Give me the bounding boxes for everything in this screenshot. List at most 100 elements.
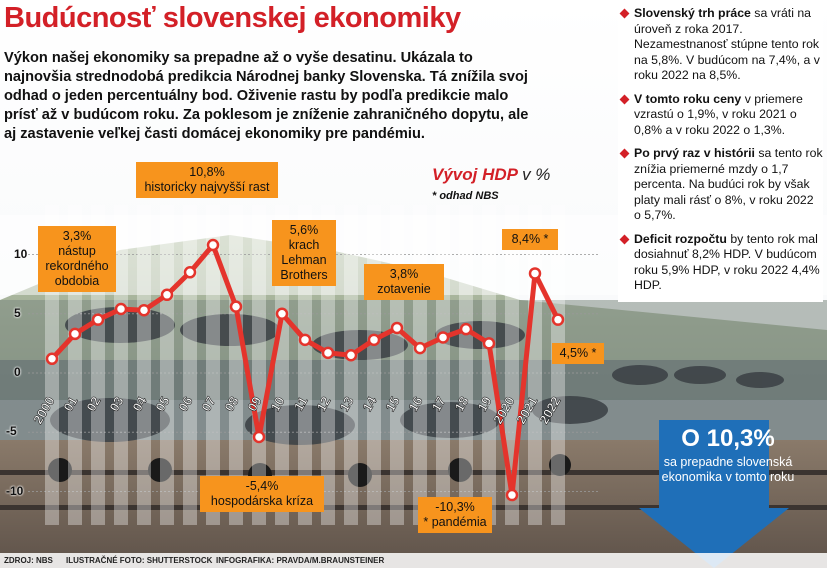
x-tick-label: 02	[83, 394, 103, 414]
data-point	[528, 267, 542, 280]
x-tick-label: 10	[267, 394, 287, 414]
callout-pct: 8,4%	[511, 232, 541, 246]
callout-text: historicky najvyšší rast	[144, 180, 270, 194]
data-point	[298, 333, 312, 347]
y-tick-label: 5	[14, 305, 21, 320]
data-point	[390, 321, 404, 335]
callout-pct: 3,3%	[62, 229, 92, 243]
callout-pct: 5,6%	[289, 223, 319, 237]
fact-prices: V tomto roku ceny v priemere vzrastú o 1…	[618, 92, 823, 139]
fact-heading: V tomto roku ceny	[634, 91, 742, 106]
callout-text: hospodárska kríza	[210, 494, 314, 508]
x-tick-label: 15	[382, 394, 402, 414]
data-point	[367, 333, 381, 347]
column-band	[482, 205, 496, 525]
callout-2007: 10,8% historicky najvyšší rast	[136, 162, 278, 198]
data-point	[321, 346, 335, 360]
fact-heading: Slovenský trh práce	[634, 6, 751, 20]
column-band	[367, 205, 381, 525]
column-band	[114, 205, 128, 525]
callout-text: *	[543, 232, 549, 246]
data-point	[344, 348, 358, 362]
diamond-bullet-icon	[619, 94, 630, 104]
data-point	[229, 300, 243, 313]
arrow-value: O 10,3%	[681, 425, 775, 452]
sidebar-facts: Slovenský trh práce sa vráti na úroveň z…	[618, 6, 823, 302]
x-tick-label: 19	[474, 394, 494, 414]
data-point	[91, 313, 105, 326]
x-tick-label: 05	[152, 394, 172, 414]
chart-title: Vývoj HDP v %	[432, 165, 550, 185]
y-tick-label: 0	[14, 365, 21, 379]
x-tick-label: 16	[405, 394, 425, 414]
data-point	[183, 266, 197, 279]
column-band	[344, 205, 358, 525]
column-band	[551, 205, 565, 525]
x-tick-label: 07	[198, 394, 218, 414]
data-point	[45, 352, 59, 366]
data-point	[68, 327, 82, 341]
column-band	[229, 205, 243, 525]
x-tick-label: 18	[451, 394, 471, 414]
column-band	[390, 205, 404, 525]
footer-credits: ZDROJ: NBS ILUSTRAČNÉ FOTO: SHUTTERSTOCK…	[0, 553, 827, 568]
intro-text: Výkon našej ekonomiky sa prepadne až o v…	[4, 50, 529, 142]
down-arrow-icon	[639, 420, 789, 568]
callout-pct: 10,8%	[189, 165, 225, 179]
footer-photo: ILUSTRAČNÉ FOTO: SHUTTERSTOCK	[66, 556, 213, 565]
column-band	[436, 205, 450, 525]
column-band	[206, 205, 220, 525]
x-tick-label: 01	[60, 394, 80, 414]
x-tick-label: 12	[313, 394, 333, 414]
y-tick-label: -5	[6, 424, 17, 439]
callout-pct: -5,4%	[245, 479, 279, 493]
y-tick-label: 10	[14, 246, 28, 261]
callout-2021: 8,4% *	[502, 229, 558, 250]
callout-text: * pandémia	[423, 515, 487, 529]
fact-heading: Po prvý raz v histórii	[634, 146, 755, 160]
fact-wages: Po prvý raz v histórii sa tento rok zníž…	[618, 146, 823, 224]
diamond-bullet-icon	[619, 234, 630, 244]
x-tick-label: 08	[221, 394, 241, 414]
fact-heading: Deficit rozpočtu	[634, 231, 727, 246]
fact-deficit: Deficit rozpočtu by tento rok mal dosiah…	[618, 232, 823, 294]
data-point	[137, 303, 151, 317]
data-point	[551, 313, 565, 326]
column-band	[413, 205, 427, 525]
column-band	[459, 205, 473, 525]
data-point	[436, 331, 450, 344]
callout-2015: 3,8% zotavenie	[364, 264, 444, 300]
diamond-bullet-icon	[619, 148, 630, 159]
data-point	[114, 302, 128, 316]
fact-labor-market: Slovenský trh práce sa vráti na úroveň z…	[618, 6, 823, 84]
data-point	[413, 341, 427, 355]
chart-title-main: Vývoj HDP	[432, 165, 518, 184]
chart-title-unit: v %	[522, 165, 551, 184]
callout-pct: 3,8%	[389, 267, 419, 281]
x-tick-label: 09	[244, 394, 264, 414]
fact-text: sa vráti na úroveň z roka 2017. Nezamest…	[634, 6, 820, 82]
column-band	[160, 205, 174, 525]
chart-note: * odhad NBS	[432, 190, 499, 202]
data-point	[459, 322, 473, 336]
callout-2008: 5,6% krach Lehman Brothers	[272, 220, 336, 286]
page-title: Budúcnosť slovenskej ekonomiky	[4, 2, 461, 34]
data-point	[252, 430, 266, 444]
arrow-text: sa prepadne slovenská ekonomika v tomto …	[661, 455, 795, 484]
column-band	[137, 205, 151, 525]
column-band	[252, 205, 266, 525]
data-point	[160, 288, 174, 302]
callout-text: *	[591, 346, 597, 360]
x-tick-label: 17	[428, 394, 448, 414]
fact-text: v priemere vzrastú o 1,9%, v roku 2021 o…	[634, 91, 803, 137]
data-point	[206, 238, 220, 252]
x-tick-label: 06	[175, 394, 195, 414]
data-point	[275, 307, 289, 320]
column-band	[183, 205, 197, 525]
data-point	[482, 337, 496, 350]
callout-2022: 4,5% *	[552, 343, 604, 364]
callout-2001: 3,3% nástup rekordného obdobia	[38, 226, 116, 292]
footer-source: ZDROJ: NBS	[4, 556, 53, 565]
footer-graphics: INFOGRAFIKA: PRAVDA/M.BRAUNSTEINER	[216, 556, 385, 565]
